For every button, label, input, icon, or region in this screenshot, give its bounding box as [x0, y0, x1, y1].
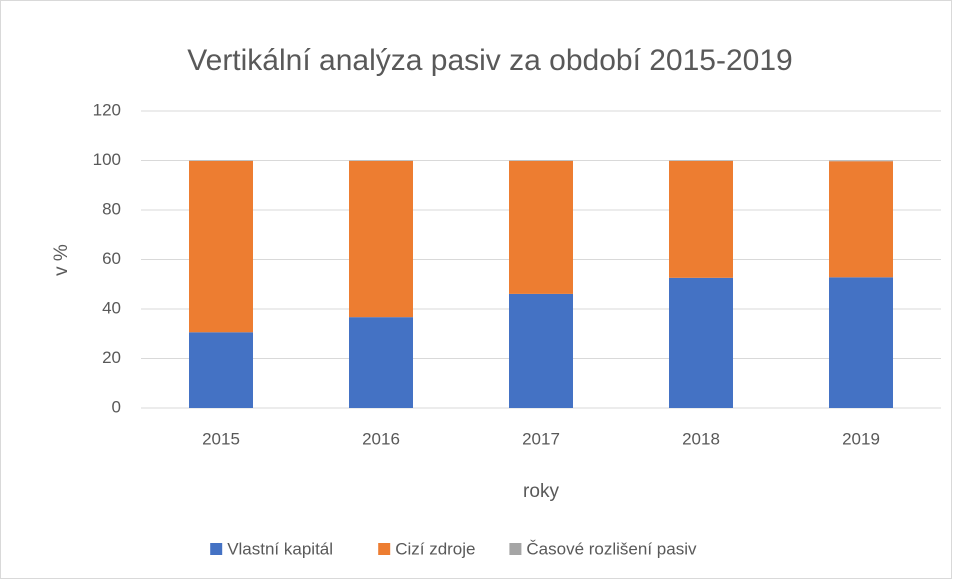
bar-segment	[349, 160, 413, 318]
x-tick-label: 2015	[202, 429, 240, 448]
bar-segment	[349, 317, 413, 408]
y-tick-label: 120	[93, 100, 121, 119]
x-tick-label: 2019	[842, 429, 880, 448]
chart-title: Vertikální analýza pasiv za období 2015-…	[187, 44, 792, 77]
bar-segment	[829, 277, 893, 408]
bar-segment	[829, 161, 893, 278]
y-tick-label: 0	[112, 397, 121, 416]
x-tick-label: 2018	[682, 429, 720, 448]
bar-segment	[669, 160, 733, 278]
y-tick-label: 100	[93, 150, 121, 169]
legend-label: Cizí zdroje	[395, 539, 475, 558]
bar-segment	[829, 160, 893, 162]
legend-swatch	[210, 543, 223, 555]
bar-segment	[189, 332, 253, 408]
x-axis-label: roky	[523, 481, 559, 502]
legend-label: Časové rozlišení pasiv	[526, 539, 697, 558]
y-tick-label: 80	[102, 199, 121, 218]
legend-swatch	[509, 543, 522, 555]
bar-segment	[189, 160, 253, 333]
legend-label: Vlastní kapitál	[227, 539, 333, 558]
x-tick-label: 2016	[362, 429, 400, 448]
bar-segment	[669, 277, 733, 408]
legend-swatch	[378, 543, 391, 555]
y-tick-label: 20	[102, 348, 121, 367]
y-axis-label: v %	[51, 244, 72, 276]
y-tick-label: 40	[102, 298, 121, 317]
x-tick-label: 2017	[522, 429, 560, 448]
bar-segment	[509, 293, 573, 408]
y-tick-label: 60	[102, 249, 121, 268]
bar-segment	[509, 160, 573, 294]
